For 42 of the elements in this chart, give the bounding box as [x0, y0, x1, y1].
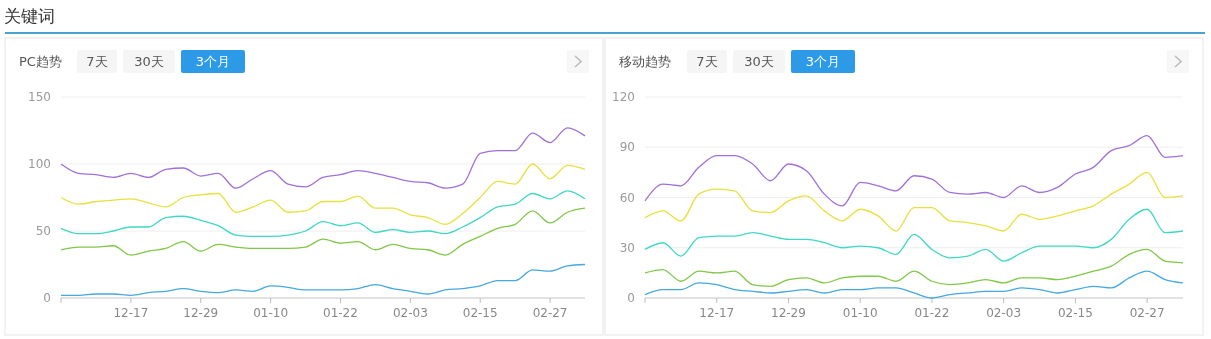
y-tick-label: 150 [28, 90, 51, 104]
x-tick-label: 01-22 [914, 306, 950, 320]
line-series [644, 208, 1184, 262]
y-tick-label: 50 [35, 224, 51, 238]
x-tick-label: 01-10 [842, 306, 878, 320]
x-tick-label: 12-17 [113, 306, 149, 320]
x-tick-label: 02-15 [462, 306, 498, 320]
y-tick-label: 90 [619, 140, 635, 155]
x-tick-label: 12-17 [699, 306, 735, 320]
text: 3个月 [805, 54, 841, 69]
y-tick-label: 0 [43, 291, 51, 305]
text: 30天 [134, 54, 164, 69]
y-tick-label: 30 [619, 240, 635, 255]
y-tick-label: 100 [28, 157, 51, 171]
x-tick-label: 02-27 [532, 306, 568, 320]
line-series [644, 134, 1184, 207]
line-series [644, 171, 1184, 232]
line-series [644, 248, 1184, 287]
line-series [60, 190, 586, 238]
x-tick-label: 12-29 [771, 306, 806, 320]
line-series [60, 263, 586, 296]
y-tick-label: 120 [612, 90, 635, 104]
x-tick-label: 01-22 [323, 306, 358, 320]
x-tick-label: 02-03 [392, 306, 428, 320]
text: 关键词 [4, 6, 55, 26]
chart-title: PC趋势 [19, 54, 62, 69]
text: 7天 [86, 54, 108, 69]
text: 30天 [744, 54, 774, 69]
x-tick-label: 12-29 [183, 306, 219, 320]
y-tick-label: 0 [627, 291, 635, 305]
x-tick-label: 02-27 [1129, 306, 1165, 320]
x-tick-label: 02-03 [986, 306, 1022, 320]
line-series [644, 270, 1184, 299]
line-series [60, 127, 586, 189]
text: 7天 [696, 54, 718, 69]
y-tick-label: 60 [619, 190, 635, 205]
x-tick-label: 01-10 [253, 306, 289, 320]
line-series [60, 207, 586, 256]
line-series [60, 163, 586, 225]
chart-title: 移动趋势 [619, 54, 671, 69]
x-tick-label: 02-15 [1057, 306, 1093, 320]
text: 3个月 [195, 54, 231, 69]
